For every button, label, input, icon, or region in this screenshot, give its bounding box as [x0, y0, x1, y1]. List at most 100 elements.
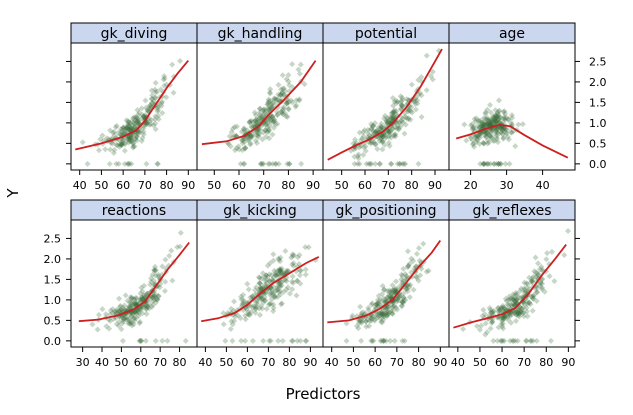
data-point	[507, 296, 514, 303]
data-point	[249, 337, 256, 344]
data-point	[258, 302, 265, 309]
data-point	[151, 296, 158, 303]
data-point	[394, 160, 401, 167]
data-point	[499, 314, 506, 321]
data-point	[512, 291, 519, 298]
data-point	[486, 120, 493, 127]
data-point	[404, 264, 411, 271]
data-point	[506, 311, 513, 318]
data-point	[137, 128, 144, 135]
data-point	[380, 337, 387, 344]
strip-label-gk_kicking: gk_kicking	[223, 203, 296, 219]
data-point	[256, 105, 263, 112]
data-point	[102, 146, 109, 153]
data-point	[461, 121, 468, 128]
data-point	[126, 119, 133, 126]
data-point	[383, 118, 390, 125]
data-point	[490, 119, 497, 126]
data-point	[152, 299, 159, 306]
data-point	[278, 282, 285, 289]
data-point	[415, 160, 422, 167]
data-point	[473, 115, 480, 122]
data-point	[277, 288, 284, 295]
points-gk_positioning	[343, 240, 432, 344]
data-point	[275, 104, 282, 111]
data-point	[487, 118, 494, 125]
data-point	[117, 126, 124, 133]
data-point	[528, 337, 535, 344]
data-point	[280, 105, 287, 112]
data-point	[301, 81, 308, 88]
x-tick-label: 40	[95, 356, 109, 369]
data-point	[497, 124, 504, 131]
data-point	[166, 252, 173, 259]
data-point	[547, 337, 554, 344]
data-point	[518, 305, 525, 312]
data-point	[267, 101, 274, 108]
data-point	[114, 306, 121, 313]
data-point	[269, 114, 276, 121]
data-point	[482, 109, 489, 116]
data-point	[369, 337, 376, 344]
data-point	[483, 133, 490, 140]
data-point	[392, 131, 399, 138]
data-point	[487, 132, 494, 139]
data-point	[149, 100, 156, 107]
data-point	[532, 254, 539, 261]
data-point	[261, 106, 268, 113]
data-point	[515, 307, 522, 314]
data-point	[272, 121, 279, 128]
data-point	[246, 119, 253, 126]
x-tick-label: 80	[412, 356, 426, 369]
data-point	[493, 112, 500, 119]
data-point	[388, 160, 395, 167]
data-point	[241, 127, 248, 134]
data-point	[376, 310, 383, 317]
data-point	[407, 116, 414, 123]
data-point	[282, 110, 289, 117]
data-point	[283, 286, 290, 293]
data-point	[262, 274, 269, 281]
data-point	[115, 160, 122, 167]
data-point	[399, 272, 406, 279]
data-point	[516, 294, 523, 301]
data-point	[480, 160, 487, 167]
data-point	[261, 277, 268, 284]
data-point	[242, 145, 249, 152]
data-point	[302, 244, 309, 251]
data-point	[523, 295, 530, 302]
data-point	[491, 160, 498, 167]
data-point	[498, 315, 505, 322]
data-point	[481, 160, 488, 167]
data-point	[266, 337, 273, 344]
data-point	[142, 337, 149, 344]
data-point	[250, 303, 257, 310]
data-point	[289, 273, 296, 280]
data-point	[279, 107, 286, 114]
data-point	[498, 320, 505, 327]
data-point	[522, 337, 529, 344]
data-point	[475, 134, 482, 141]
data-point	[152, 120, 159, 127]
data-point	[296, 97, 303, 104]
data-point	[290, 260, 297, 267]
data-point	[155, 271, 162, 278]
data-point	[97, 136, 104, 143]
data-point	[392, 133, 399, 140]
data-point	[482, 115, 489, 122]
data-point	[252, 306, 259, 313]
data-point	[386, 287, 393, 294]
data-point	[276, 266, 283, 273]
data-point	[487, 133, 494, 140]
data-point	[406, 260, 413, 267]
data-point	[128, 319, 135, 326]
x-tick-label: 40	[325, 356, 339, 369]
data-point	[491, 116, 498, 123]
data-point	[400, 290, 407, 297]
data-point	[242, 316, 249, 323]
data-point	[286, 160, 293, 167]
data-point	[133, 295, 140, 302]
data-point	[356, 320, 363, 327]
data-point	[135, 312, 142, 319]
